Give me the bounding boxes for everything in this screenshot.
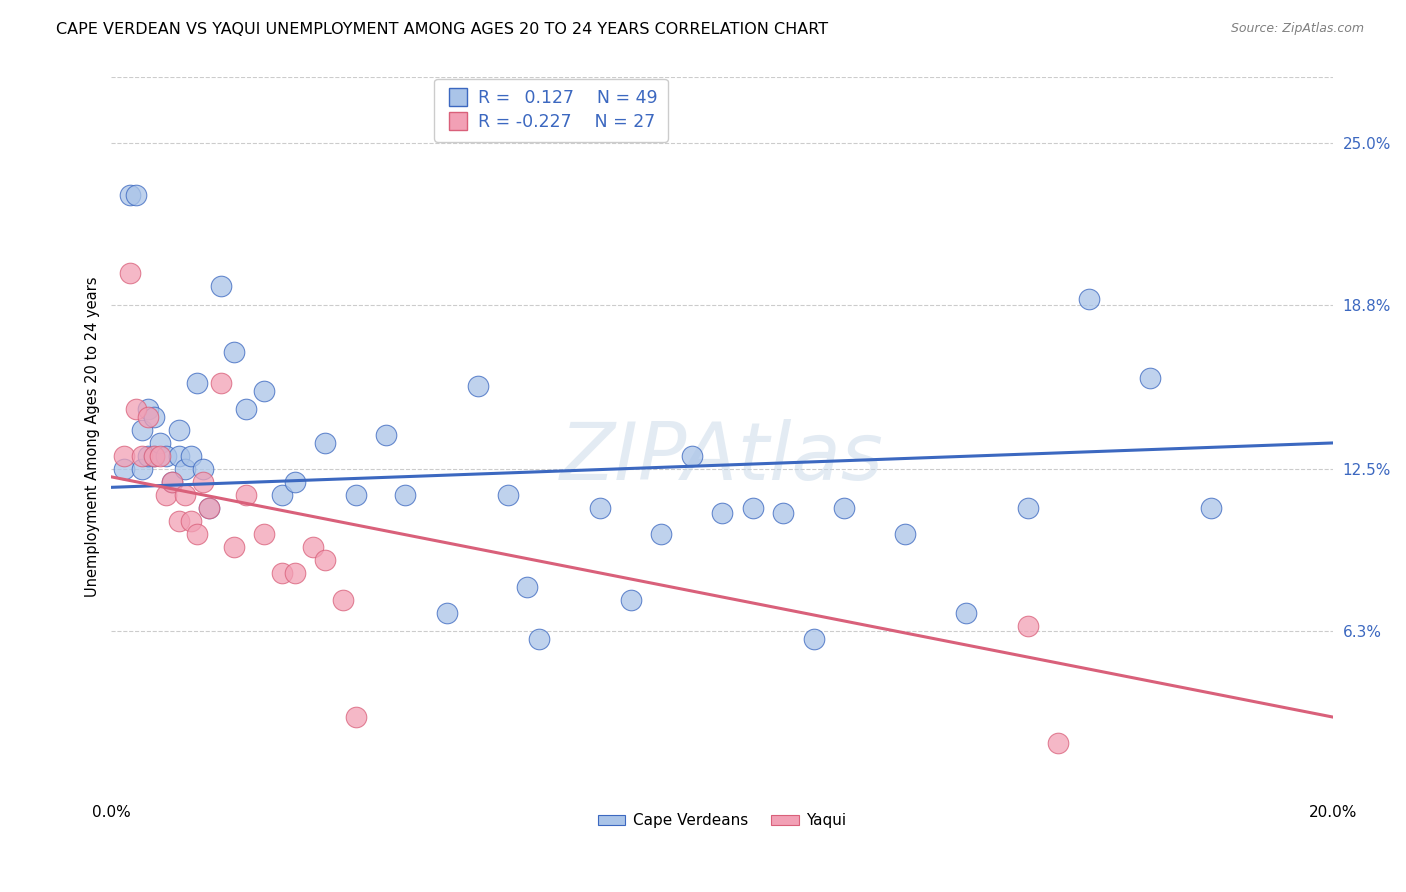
Point: [332, 592, 354, 607]
Point: [191, 475, 214, 489]
Point: [149, 436, 172, 450]
Point: [149, 449, 172, 463]
Point: [498, 488, 520, 502]
Text: ZIPAtlas: ZIPAtlas: [560, 419, 884, 497]
Point: [131, 423, 153, 437]
Point: [253, 527, 276, 541]
Point: [143, 449, 166, 463]
Point: [136, 449, 159, 463]
Point: [136, 409, 159, 424]
Point: [125, 402, 148, 417]
Point: [186, 527, 208, 541]
Y-axis label: Unemployment Among Ages 20 to 24 years: Unemployment Among Ages 20 to 24 years: [86, 277, 100, 597]
Point: [527, 632, 550, 646]
Point: [803, 632, 825, 646]
Point: [167, 514, 190, 528]
Point: [118, 188, 141, 202]
Point: [191, 462, 214, 476]
Point: [131, 449, 153, 463]
Point: [198, 501, 221, 516]
Point: [209, 279, 232, 293]
Point: [467, 378, 489, 392]
Point: [955, 606, 977, 620]
Point: [650, 527, 672, 541]
Point: [131, 462, 153, 476]
Point: [173, 462, 195, 476]
Point: [681, 449, 703, 463]
Text: CAPE VERDEAN VS YAQUI UNEMPLOYMENT AMONG AGES 20 TO 24 YEARS CORRELATION CHART: CAPE VERDEAN VS YAQUI UNEMPLOYMENT AMONG…: [56, 22, 828, 37]
Point: [222, 344, 245, 359]
Point: [112, 449, 135, 463]
Point: [1077, 293, 1099, 307]
Point: [284, 475, 307, 489]
Point: [314, 553, 336, 567]
Point: [314, 436, 336, 450]
Point: [894, 527, 917, 541]
Point: [167, 449, 190, 463]
Point: [235, 402, 257, 417]
Point: [284, 566, 307, 581]
Point: [436, 606, 458, 620]
Point: [1199, 501, 1222, 516]
Point: [162, 475, 184, 489]
Point: [143, 449, 166, 463]
Point: [180, 449, 202, 463]
Point: [125, 188, 148, 202]
Point: [772, 507, 794, 521]
Point: [1139, 370, 1161, 384]
Point: [222, 541, 245, 555]
Point: [167, 423, 190, 437]
Point: [516, 580, 538, 594]
Point: [271, 488, 294, 502]
Point: [155, 488, 177, 502]
Point: [143, 409, 166, 424]
Point: [112, 462, 135, 476]
Point: [394, 488, 416, 502]
Point: [198, 501, 221, 516]
Point: [711, 507, 734, 521]
Point: [180, 514, 202, 528]
Point: [118, 266, 141, 280]
Point: [834, 501, 856, 516]
Point: [344, 710, 367, 724]
Point: [209, 376, 232, 390]
Point: [186, 376, 208, 390]
Point: [741, 501, 763, 516]
Point: [344, 488, 367, 502]
Point: [136, 402, 159, 417]
Legend: Cape Verdeans, Yaqui: Cape Verdeans, Yaqui: [592, 807, 852, 834]
Point: [1017, 501, 1039, 516]
Text: Source: ZipAtlas.com: Source: ZipAtlas.com: [1230, 22, 1364, 36]
Point: [302, 541, 325, 555]
Point: [162, 475, 184, 489]
Point: [173, 488, 195, 502]
Point: [155, 449, 177, 463]
Point: [619, 592, 641, 607]
Point: [589, 501, 612, 516]
Point: [1047, 736, 1070, 750]
Point: [235, 488, 257, 502]
Point: [271, 566, 294, 581]
Point: [1017, 618, 1039, 632]
Point: [375, 428, 398, 442]
Point: [253, 384, 276, 398]
